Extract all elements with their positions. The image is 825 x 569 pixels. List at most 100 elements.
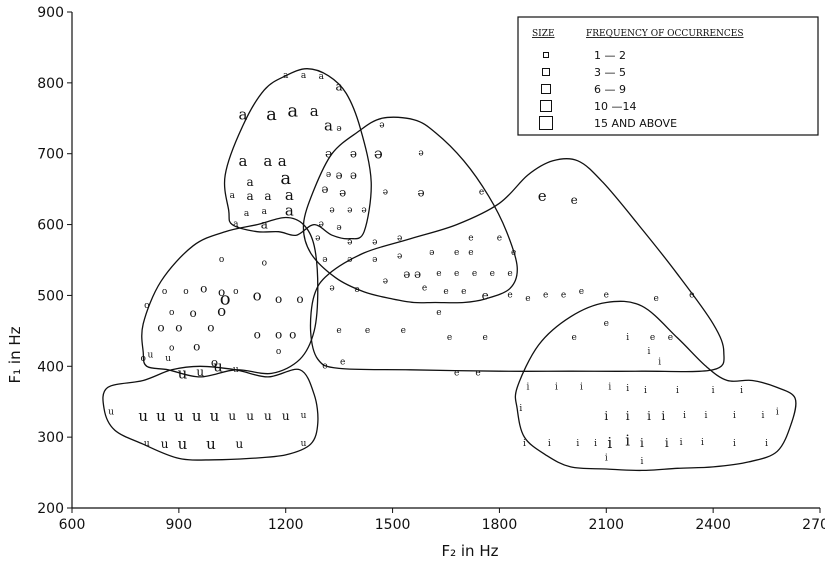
legend-size-square (542, 68, 550, 76)
vowel-point: o (233, 287, 238, 297)
vowel-point: ə (319, 220, 324, 230)
x-tick-label: 1200 (268, 517, 304, 533)
vowel-point: i (604, 409, 608, 423)
x-tick-label: 1500 (375, 517, 411, 533)
vowel-point: e (483, 333, 488, 343)
vowel-region-e (309, 157, 725, 373)
y-axis-title: F₁ in Hz (6, 326, 24, 383)
vowel-point: e (340, 358, 345, 368)
x-tick-label: 2100 (588, 517, 624, 533)
vowel-point: u (138, 407, 148, 425)
vowel-point: e (507, 290, 512, 300)
vowel-point: i (683, 411, 686, 421)
vowel-point: e (490, 269, 495, 279)
vowel-point: e (401, 326, 406, 336)
vowel-point: i (705, 411, 708, 421)
axes (71, 12, 820, 509)
vowel-point: ə (339, 186, 346, 200)
vowel-point: i (607, 434, 612, 452)
vowel-point: ə (418, 149, 423, 159)
vowel-point: u (161, 437, 169, 451)
vowel-point: ə (374, 145, 383, 163)
y-tick-label: 500 (37, 288, 64, 304)
legend-frequency-label: 1 — 2 (594, 49, 626, 62)
vowel-point: o (169, 344, 174, 354)
vowel-point: i (576, 439, 579, 449)
vowel-point: i (580, 383, 583, 393)
vowel-point: e (572, 333, 577, 343)
vowel-point: u (213, 357, 223, 375)
vowel-point: o (183, 287, 188, 297)
x-tick-label: 600 (59, 517, 86, 533)
vowel-point: i (644, 386, 647, 396)
vowel-point: ə (403, 267, 410, 281)
y-tick-label: 700 (37, 147, 64, 163)
vowel-point: o (276, 347, 281, 357)
vowel-point: a (336, 79, 343, 93)
vowel-point: i (523, 439, 526, 449)
vowel-point: ə (429, 248, 434, 258)
vowel-point: e (468, 234, 473, 244)
vowel-point: i (665, 436, 669, 450)
vowel-point: i (608, 383, 611, 393)
x-tick-label: 1800 (482, 517, 518, 533)
legend-entries: 1 — 2 3 — 5 6 — 9 10 —14 15 AND ABOVE (539, 49, 677, 130)
vowel-point: o (207, 320, 214, 334)
vowel-point: e (461, 287, 466, 297)
vowel-point: o (289, 327, 296, 341)
vowel-point: o (169, 308, 174, 318)
vowel-point: u (301, 439, 307, 449)
vowel-point: e (482, 288, 489, 302)
x-tick-label: 2700 (802, 517, 825, 533)
vowel-point: e (543, 290, 548, 300)
vowel-point: i (548, 439, 551, 449)
vowel-point: ə (336, 124, 341, 134)
vowel-point: u (301, 411, 307, 421)
vowel-point: a (244, 209, 250, 219)
x-tick-label: 2400 (695, 517, 731, 533)
vowel-point: u (233, 365, 239, 375)
vowel-point: u (236, 437, 244, 451)
y-tick-label: 600 (37, 218, 64, 234)
vowel-point: a (266, 104, 277, 125)
vowel-point: ə (350, 147, 357, 161)
legend-frequency-label: 6 — 9 (594, 83, 626, 96)
vowel-regions (102, 68, 797, 472)
vowel-point: e (454, 248, 459, 258)
vowel-point: u (165, 354, 171, 364)
vowel-point: o (175, 320, 182, 334)
vowel-point: i (733, 439, 736, 449)
vowel-point: a (230, 191, 236, 201)
vowel-point: u (174, 407, 184, 425)
vowel-point: a (324, 116, 333, 134)
legend-frequency-label: 10 —14 (594, 100, 637, 113)
vowel-point: ə (372, 237, 377, 247)
vowel-point: e (472, 269, 477, 279)
vowel-point: ə (347, 255, 352, 265)
vowel-point: a (262, 207, 268, 217)
vowel-point: i (640, 436, 644, 450)
vowel-point: a (285, 201, 294, 219)
vowel-point: i (626, 333, 629, 343)
vowel-point: ə (336, 223, 341, 233)
vowel-point: e (571, 193, 578, 207)
vowel-point: i (658, 358, 661, 368)
vowel-point: e (468, 248, 473, 258)
vowel-region-o (141, 216, 319, 378)
vowel-point: ə (383, 188, 388, 198)
vowel-point: ə (379, 120, 384, 130)
vowel-point: a (278, 152, 287, 170)
vowel-point: ə (347, 237, 352, 247)
vowel-point: u (246, 409, 254, 423)
vowel-point: a (239, 152, 248, 170)
vowel-point: i (605, 453, 608, 463)
vowel-point: o (144, 301, 149, 311)
vowel-point: u (178, 435, 188, 453)
vowel-point: i (680, 438, 683, 448)
vowel-point: e (454, 368, 459, 378)
vowel-point: a (280, 168, 291, 189)
vowel-point: e (507, 269, 512, 279)
vowel-point: e (579, 287, 584, 297)
y-tick-label: 300 (37, 430, 64, 446)
vowel-point: o (189, 306, 196, 320)
